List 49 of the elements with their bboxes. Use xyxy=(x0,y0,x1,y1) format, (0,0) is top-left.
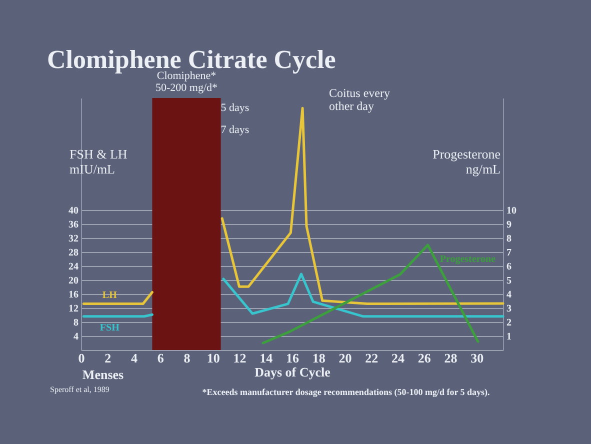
x-tick-label: 6 xyxy=(157,350,164,366)
x-tick-label: 22 xyxy=(365,350,378,366)
band-label: Clomiphene* 50-200 mg/d* xyxy=(155,70,218,94)
x-tick-label: 18 xyxy=(312,350,326,366)
annotation: 7 days xyxy=(220,124,250,136)
x-tick-label: 20 xyxy=(338,350,352,366)
x-tick-label: 0 xyxy=(78,350,85,366)
y2-tick-label: 10 xyxy=(506,206,516,216)
y-tick-label: 12 xyxy=(68,304,78,314)
y-tick-label: 24 xyxy=(68,262,78,272)
text: *Exceeds manufacturer dosage recommendations (50-100 mg/d for 5 days). xyxy=(202,387,490,397)
y-axis-title: FSH & LH mIU/mL xyxy=(70,146,128,176)
x-tick-label: 24 xyxy=(392,350,405,366)
y2-tick-label: 5 xyxy=(506,276,512,286)
annotation: Coitus every other day xyxy=(329,86,390,113)
y-tick-label: 32 xyxy=(68,234,78,244)
x-tick-label: 30 xyxy=(470,350,484,366)
y2-tick-label: 7 xyxy=(506,248,512,258)
y2-tick-label: 8 xyxy=(506,234,512,244)
x-tick-label: 14 xyxy=(260,350,274,366)
y2-tick-label: 1 xyxy=(506,332,512,342)
x-tick-label: 26 xyxy=(418,350,432,366)
x-tick-label: 10 xyxy=(206,350,220,366)
x-axis-title: Days of Cycle xyxy=(254,364,331,380)
y2-axis-title: Progesterone ng/mL xyxy=(432,146,501,176)
x-tick-label: 2 xyxy=(104,350,112,366)
y-tick-label: 28 xyxy=(68,248,78,258)
text: Speroff et al, 1989 xyxy=(50,385,110,394)
y-tick-label: 16 xyxy=(68,290,78,300)
x-tick-label: 16 xyxy=(286,350,300,366)
x-tick-label: 4 xyxy=(131,350,138,366)
x-tick-label: 28 xyxy=(444,350,458,366)
y-tick-label: 8 xyxy=(74,318,78,328)
series-label: LH xyxy=(102,290,118,301)
series-label: FSH xyxy=(100,322,120,334)
annotation: 5 days xyxy=(220,102,250,114)
y-tick-label: 40 xyxy=(68,206,78,216)
y2-tick-label: 4 xyxy=(506,290,512,300)
y2-tick-label: 3 xyxy=(506,304,512,314)
y-tick-label: 36 xyxy=(68,220,78,230)
series-label: Progesterone xyxy=(440,254,496,265)
y-tick-label: 20 xyxy=(68,276,78,286)
y2-tick-label: 6 xyxy=(506,262,512,272)
y2-tick-label: 2 xyxy=(506,318,512,328)
y-tick-label: 4 xyxy=(74,332,78,342)
text: Menses xyxy=(82,367,124,382)
x-tick-label: 8 xyxy=(184,350,191,366)
x-tick-label: 12 xyxy=(233,350,246,366)
y2-tick-label: 9 xyxy=(506,220,512,230)
